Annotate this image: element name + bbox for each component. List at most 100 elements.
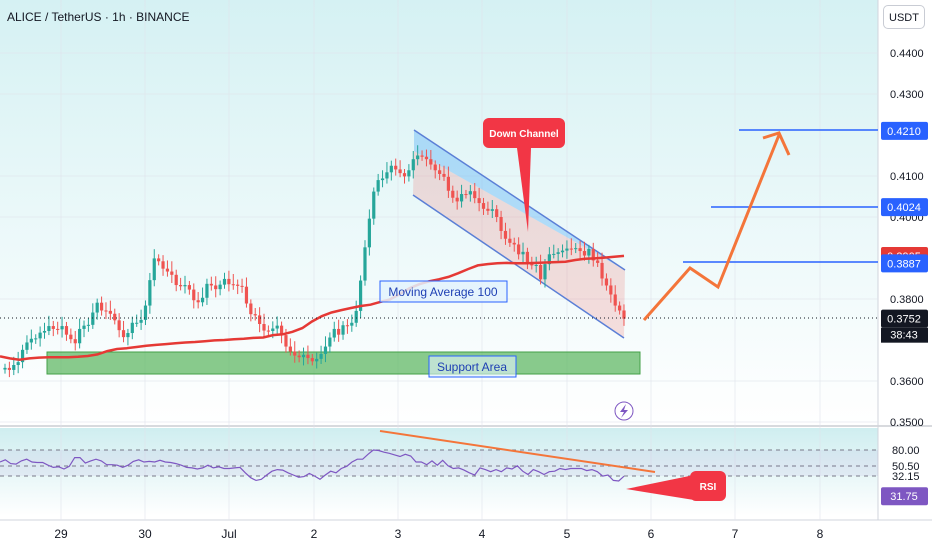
candle-body	[25, 342, 29, 350]
target-lines	[683, 129, 878, 263]
candle-body	[236, 284, 240, 286]
candle-body	[446, 176, 450, 191]
rsi-current-text: 31.75	[890, 491, 918, 503]
candle-body	[319, 353, 323, 359]
projection-line	[642, 134, 781, 321]
candle-body	[187, 285, 191, 290]
candle-body	[622, 310, 626, 319]
support-area-label: Support Area	[437, 360, 507, 374]
candle-body	[354, 310, 358, 323]
candle-body	[240, 285, 244, 287]
candle-body	[556, 252, 560, 254]
support-area	[46, 351, 641, 375]
candle-body	[64, 326, 69, 335]
candle-body	[402, 173, 407, 177]
candle-body	[157, 258, 161, 262]
candle-body	[547, 254, 551, 265]
candle-body	[582, 251, 587, 256]
candle-body	[459, 194, 464, 202]
candle-body	[121, 330, 126, 338]
candle-body	[161, 261, 165, 269]
candle-body	[345, 325, 350, 327]
rsi-badge	[690, 471, 726, 501]
rsi-tick-label: 80.00	[892, 445, 920, 457]
replay-button[interactable]	[614, 401, 634, 421]
price-label-text: 0.4210	[887, 126, 921, 138]
price-tick-label: 0.4300	[890, 89, 924, 101]
candle-body	[227, 278, 231, 285]
candle-body	[385, 172, 389, 179]
candle-body	[284, 335, 288, 347]
candle-body	[47, 326, 51, 331]
projection-arrowhead	[762, 131, 791, 156]
candle-body	[618, 305, 622, 311]
support-area-box	[46, 351, 641, 375]
candle-body	[3, 367, 7, 370]
candle-body	[490, 209, 494, 211]
down-channel-badge	[483, 118, 565, 148]
candle-body	[512, 242, 516, 245]
candle-body	[350, 322, 354, 326]
candle-body	[438, 170, 442, 174]
time-tick-label: 6	[648, 527, 655, 541]
candle-body	[328, 337, 332, 347]
rsi-levels	[0, 449, 878, 477]
price-axis[interactable]: 0.44000.43000.41000.40000.38000.36000.35…	[890, 48, 924, 429]
candle-body	[420, 155, 424, 157]
time-axis[interactable]: 29 30 Jul 2 3 4 5 6 7 8	[54, 527, 823, 541]
rsi-pane-background	[0, 428, 878, 516]
candle-body	[380, 178, 385, 181]
candle-body	[244, 286, 249, 304]
candle-body	[231, 284, 235, 286]
candle-body	[499, 217, 503, 231]
rsi-divergence-line	[379, 430, 656, 473]
candle-body	[214, 285, 218, 290]
countdown-text: 38:43	[890, 330, 918, 342]
time-tick-label: 2	[311, 527, 318, 541]
candle-body	[222, 278, 227, 285]
countdown-box	[881, 327, 928, 343]
candle-body	[552, 253, 556, 255]
candle-body	[82, 325, 86, 329]
time-tick-label: 4	[479, 527, 486, 541]
candle-body	[451, 190, 455, 198]
time-tick-label: 29	[54, 527, 68, 541]
candle-body	[332, 328, 336, 338]
candle-body	[565, 248, 569, 251]
candle-body	[95, 302, 99, 313]
candle-body	[135, 322, 139, 324]
candle-body	[534, 264, 538, 266]
candle-body	[424, 156, 429, 160]
candle-body	[60, 326, 64, 330]
candle-body	[455, 197, 459, 202]
time-tick-label: 5	[564, 527, 571, 541]
candle-body	[271, 328, 275, 331]
candle-body	[51, 326, 55, 329]
candle-body	[38, 332, 42, 339]
candle-body	[376, 180, 380, 192]
candle-body	[604, 278, 609, 286]
candle-body	[108, 310, 112, 314]
currency-button[interactable]: USDT	[883, 5, 925, 29]
price-label-box	[881, 309, 928, 328]
candle-body	[86, 324, 91, 326]
candle-body	[411, 159, 415, 171]
candle-body	[389, 165, 393, 173]
candle-body	[174, 274, 178, 286]
rsi-pointer	[626, 475, 694, 500]
candle-body	[560, 250, 565, 253]
candle-body	[16, 362, 20, 366]
symbol-title[interactable]: ALICE / TetherUS · 1h · BINANCE	[7, 10, 190, 24]
candle-body	[341, 325, 345, 335]
candle-body	[148, 280, 152, 306]
candle-body	[600, 262, 604, 279]
price-label-text: 0.3752	[887, 314, 921, 326]
candle-body	[34, 338, 38, 340]
price-label-box	[881, 121, 928, 140]
candle-body	[183, 285, 187, 287]
price-tick-label: 0.3800	[890, 294, 924, 306]
price-label-text: 0.3887	[887, 258, 921, 270]
